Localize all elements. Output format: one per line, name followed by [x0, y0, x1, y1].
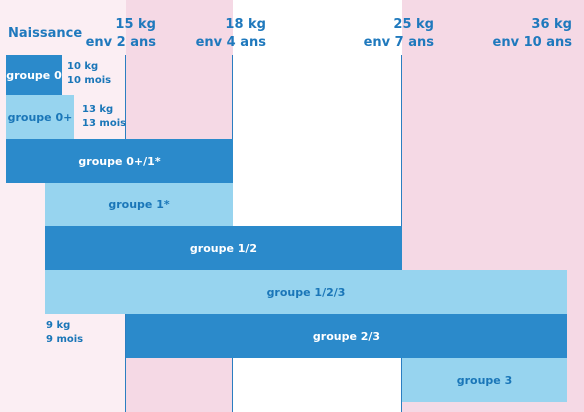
milestone-18kg: 18 kg env 4 ans — [196, 16, 266, 52]
bar-groupe-2-3: groupe 2/3 — [126, 314, 567, 358]
milestone-15kg: 15 kg env 2 ans — [86, 16, 156, 52]
groupe-0-plus-limit: 13 kg 13 mois — [82, 103, 126, 131]
milestone-36kg: 36 kg env 10 ans — [493, 16, 572, 52]
bar-label: groupe 1/2 — [189, 241, 258, 255]
origin-label: Naissance — [8, 26, 83, 41]
bar-groupe-0-plus-1: groupe 0+/1* — [6, 139, 233, 183]
bar-label: groupe 2/3 — [312, 329, 381, 343]
start-weight: 9 kg — [46, 320, 71, 331]
milestone-weight: 25 kg — [393, 17, 434, 32]
limit-age: 13 mois — [82, 118, 127, 129]
bar-label: groupe 0+/1* — [78, 154, 161, 168]
bar-label: groupe 1* — [108, 198, 170, 211]
limit-weight: 10 kg — [67, 61, 99, 72]
bar-groupe-3: groupe 3 — [402, 358, 567, 402]
bar-label: groupe 0 — [6, 68, 62, 82]
groupe-0-limit: 10 kg 10 mois — [67, 60, 111, 88]
bar-label: groupe 3 — [456, 373, 513, 387]
milestone-age: env 7 ans — [363, 35, 434, 50]
milestone-25kg: 25 kg env 7 ans — [364, 16, 434, 52]
groupe-2-3-start: 9 kg 9 mois — [46, 319, 83, 347]
bar-groupe-1: groupe 1* — [45, 183, 233, 226]
bar-groupe-0-plus: groupe 0+ — [6, 95, 74, 139]
bar-groupe-0: groupe 0 — [6, 55, 62, 95]
bar-label: groupe 0+ — [7, 110, 73, 124]
bar-groupe-1-2-3: groupe 1/2/3 — [45, 270, 567, 314]
milestone-weight: 18 kg — [225, 17, 266, 32]
milestone-weight: 36 kg — [531, 17, 572, 32]
limit-age: 10 mois — [67, 75, 112, 86]
start-age: 9 mois — [46, 334, 84, 345]
bar-label: groupe 1/2/3 — [266, 285, 346, 299]
milestone-age: env 2 ans — [85, 35, 156, 50]
milestone-age: env 10 ans — [492, 35, 572, 50]
milestone-weight: 15 kg — [115, 17, 156, 32]
bar-groupe-1-2: groupe 1/2 — [45, 226, 402, 270]
milestone-age: env 4 ans — [195, 35, 266, 50]
limit-weight: 13 kg — [82, 104, 114, 115]
